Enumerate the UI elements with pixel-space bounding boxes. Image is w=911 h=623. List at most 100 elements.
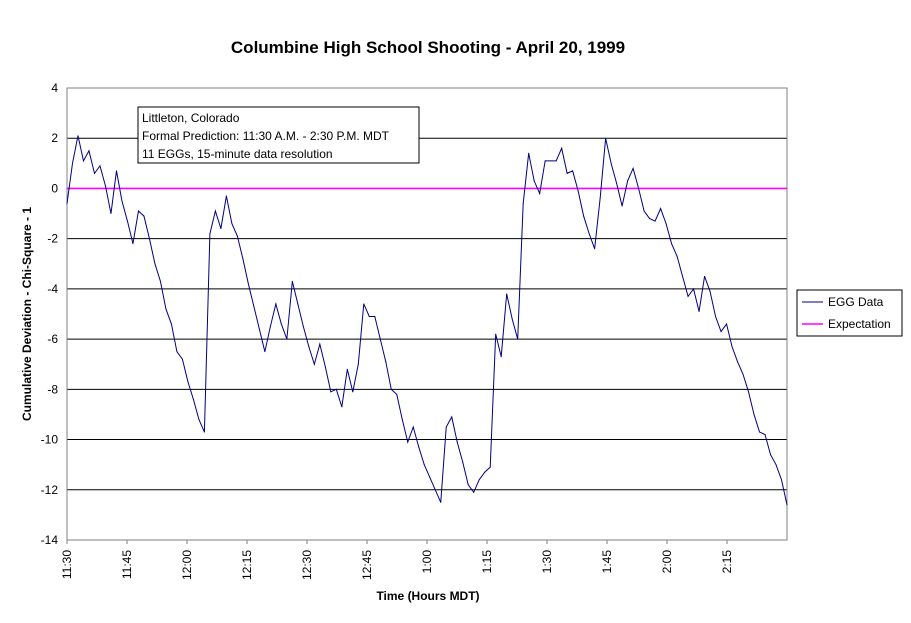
egg-data-point bbox=[621, 205, 623, 207]
egg-data-point bbox=[66, 203, 68, 205]
egg-data-point bbox=[302, 326, 304, 328]
egg-data-point bbox=[588, 233, 590, 235]
y-tick-label: -14 bbox=[41, 533, 59, 547]
egg-data-point bbox=[786, 504, 788, 506]
y-tick-label: -4 bbox=[47, 282, 58, 296]
egg-data-point bbox=[665, 223, 667, 225]
egg-data-point bbox=[72, 162, 73, 164]
egg-data-point bbox=[506, 293, 508, 295]
egg-data-point bbox=[528, 152, 530, 154]
egg-data-point bbox=[198, 418, 200, 420]
gridlines bbox=[67, 137, 787, 491]
egg-data-point bbox=[319, 343, 321, 345]
x-tick-label: 12:45 bbox=[360, 550, 374, 580]
egg-data-point bbox=[709, 290, 711, 292]
egg-data-point bbox=[209, 233, 211, 235]
y-tick-label: 4 bbox=[51, 81, 58, 95]
egg-data-point bbox=[759, 431, 761, 433]
egg-data-point bbox=[489, 466, 491, 468]
egg-data-point bbox=[231, 223, 233, 225]
egg-data-point bbox=[572, 170, 574, 172]
egg-data-point bbox=[269, 326, 271, 328]
x-tick-label: 1:15 bbox=[480, 550, 494, 574]
egg-data-point bbox=[203, 431, 205, 433]
egg-data-point bbox=[286, 338, 288, 340]
egg-data-point bbox=[451, 416, 453, 418]
egg-data-point bbox=[192, 398, 194, 400]
egg-data-point bbox=[297, 303, 299, 305]
egg-data-point bbox=[643, 210, 645, 212]
egg-data-point bbox=[638, 187, 640, 189]
egg-data-point bbox=[126, 220, 128, 222]
egg-data-point bbox=[484, 471, 486, 473]
egg-data-point bbox=[401, 418, 403, 420]
egg-data-point bbox=[517, 338, 519, 340]
egg-data-point bbox=[500, 356, 502, 358]
egg-data-point bbox=[77, 135, 79, 137]
egg-data-point bbox=[478, 479, 480, 481]
x-tick-label: 11:45 bbox=[120, 550, 134, 579]
y-axis-title: Cumulative Deviation - Chi-Square - 1 bbox=[20, 207, 34, 421]
egg-data-point bbox=[110, 213, 112, 215]
egg-data-point bbox=[93, 172, 95, 174]
x-tick-label: 12:30 bbox=[300, 550, 314, 580]
egg-data-point bbox=[632, 167, 634, 169]
x-tick-label: 11:30 bbox=[60, 550, 74, 579]
egg-data-point bbox=[132, 243, 134, 245]
egg-data-point bbox=[154, 263, 156, 265]
egg-data-point bbox=[467, 484, 469, 486]
y-tick-label: 2 bbox=[51, 131, 58, 145]
egg-data-point bbox=[176, 351, 178, 353]
egg-data-point bbox=[533, 180, 535, 182]
egg-data-point bbox=[456, 441, 458, 443]
egg-data-point bbox=[407, 441, 409, 443]
egg-data-point bbox=[264, 351, 266, 353]
egg-data-point bbox=[429, 476, 431, 478]
chart-title: Columbine High School Shooting - April 2… bbox=[231, 38, 625, 57]
egg-data-point bbox=[445, 426, 447, 428]
egg-data-point bbox=[671, 243, 673, 245]
x-tick-marks bbox=[66, 540, 728, 544]
egg-data-point bbox=[335, 388, 337, 390]
egg-data-point bbox=[291, 280, 293, 282]
egg-data-point bbox=[280, 323, 282, 325]
egg-data-point bbox=[753, 413, 755, 415]
x-tick-label: 1:45 bbox=[600, 550, 614, 574]
egg-data-point bbox=[165, 308, 167, 310]
egg-data-point bbox=[599, 197, 601, 199]
egg-data-point bbox=[247, 283, 249, 285]
y-tick-label: -6 bbox=[47, 332, 58, 346]
legend-label-expectation: Expectation bbox=[828, 317, 891, 331]
x-tick-label: 12:15 bbox=[240, 550, 254, 580]
y-tick-label: -2 bbox=[47, 232, 58, 246]
annotation-line-2: Formal Prediction: 11:30 A.M. - 2:30 P.M… bbox=[142, 129, 390, 143]
egg-data-point bbox=[605, 137, 607, 139]
y-tick-label: -10 bbox=[41, 433, 59, 447]
legend-box bbox=[796, 289, 903, 337]
egg-data-point bbox=[324, 366, 326, 368]
egg-data-point bbox=[561, 147, 563, 149]
egg-data-point bbox=[434, 489, 436, 491]
egg-data-point bbox=[313, 363, 315, 365]
egg-data-point bbox=[99, 165, 101, 167]
egg-data-point bbox=[610, 162, 612, 164]
x-tick-labels: 11:30 11:45 12:00 12:15 12:30 12:45 1:00 1:15 1:… bbox=[60, 550, 734, 580]
egg-data-point bbox=[181, 358, 183, 360]
x-tick-label: 12:00 bbox=[180, 550, 194, 580]
y-tick-label: 0 bbox=[51, 181, 58, 195]
egg-data-point bbox=[330, 391, 332, 393]
egg-data-point bbox=[308, 346, 310, 348]
egg-data-point bbox=[649, 218, 651, 220]
y-tick-label: -12 bbox=[41, 483, 59, 497]
egg-data-point bbox=[368, 316, 370, 318]
legend: EGG Data Expectation bbox=[796, 289, 903, 337]
egg-data-point bbox=[616, 182, 618, 184]
egg-data-point bbox=[682, 275, 684, 277]
egg-data-point bbox=[346, 368, 348, 370]
egg-data-point bbox=[352, 391, 354, 393]
x-tick-label: 1:30 bbox=[540, 550, 554, 574]
egg-data-point bbox=[88, 150, 90, 152]
egg-data-point bbox=[654, 220, 656, 222]
egg-data-point bbox=[539, 192, 541, 194]
